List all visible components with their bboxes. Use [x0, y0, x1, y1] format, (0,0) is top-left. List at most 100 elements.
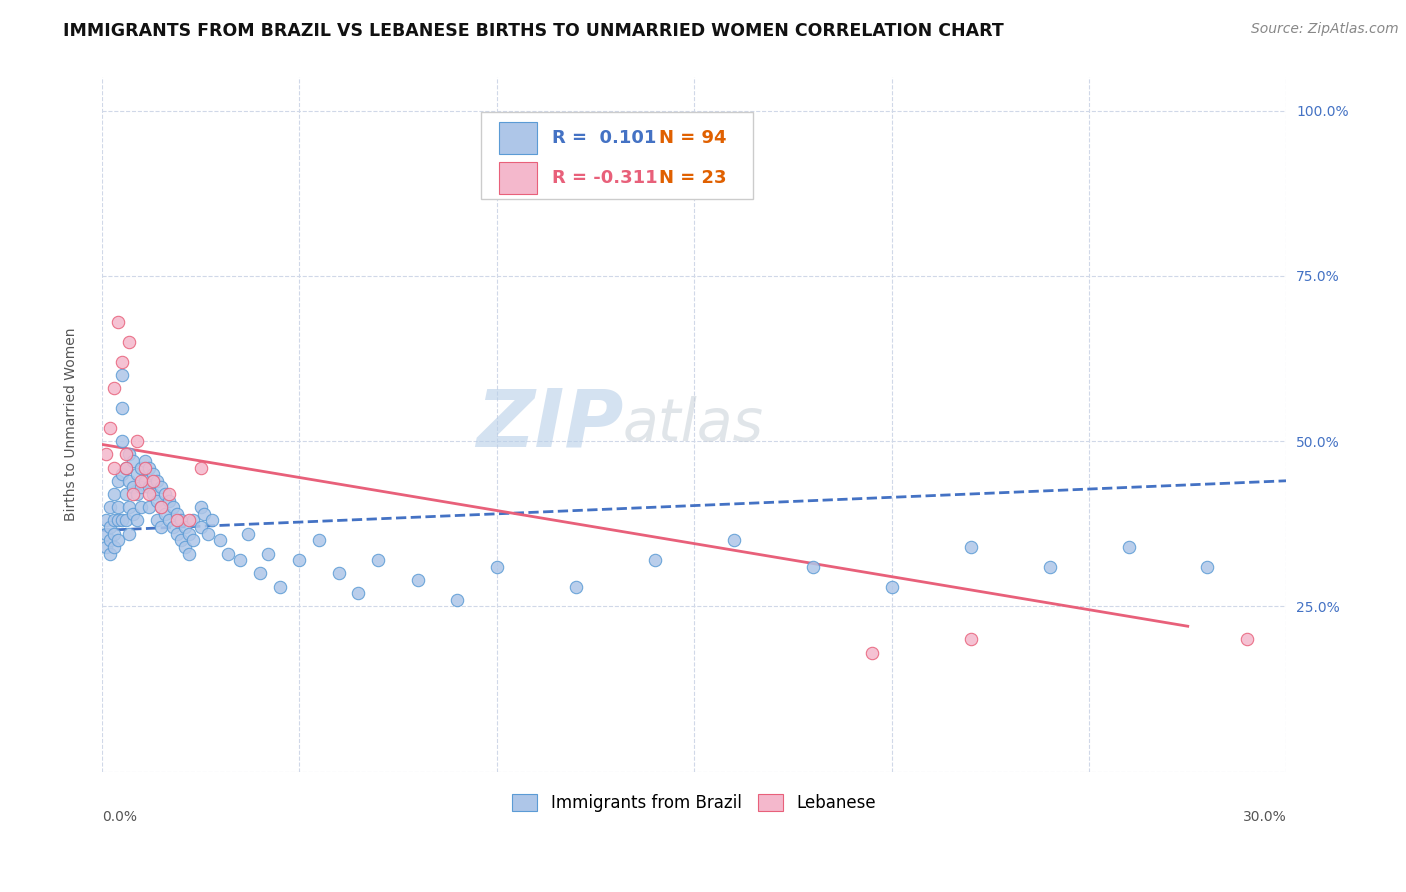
Point — [146, 474, 169, 488]
Point — [190, 520, 212, 534]
Point — [166, 526, 188, 541]
Point — [269, 580, 291, 594]
Point — [138, 500, 160, 515]
Point — [308, 533, 330, 548]
Text: atlas: atlas — [623, 396, 763, 453]
Point — [236, 526, 259, 541]
Point — [229, 553, 252, 567]
Point — [127, 513, 149, 527]
Point — [110, 355, 132, 369]
Point — [118, 474, 141, 488]
Point — [150, 500, 173, 515]
Point — [134, 454, 156, 468]
Point — [564, 580, 586, 594]
Point — [98, 421, 121, 435]
Point — [150, 480, 173, 494]
Point — [110, 401, 132, 415]
Point — [162, 500, 184, 515]
Point — [217, 547, 239, 561]
Point — [138, 480, 160, 494]
Point — [406, 573, 429, 587]
Point — [103, 381, 125, 395]
Point — [166, 513, 188, 527]
FancyBboxPatch shape — [499, 122, 537, 153]
Point — [177, 526, 200, 541]
Point — [94, 540, 117, 554]
Point — [150, 520, 173, 534]
Point — [107, 500, 129, 515]
Point — [173, 540, 195, 554]
Point — [131, 474, 153, 488]
Text: Source: ZipAtlas.com: Source: ZipAtlas.com — [1251, 22, 1399, 37]
Point — [131, 460, 153, 475]
Point — [122, 480, 145, 494]
Point — [1197, 559, 1219, 574]
Point — [860, 646, 883, 660]
Text: IMMIGRANTS FROM BRAZIL VS LEBANESE BIRTHS TO UNMARRIED WOMEN CORRELATION CHART: IMMIGRANTS FROM BRAZIL VS LEBANESE BIRTH… — [63, 22, 1004, 40]
Point — [127, 487, 149, 501]
Point — [114, 513, 136, 527]
Point — [114, 447, 136, 461]
Text: R =  0.101: R = 0.101 — [553, 128, 657, 146]
Point — [256, 547, 278, 561]
Point — [181, 513, 204, 527]
Point — [959, 632, 981, 647]
Point — [146, 513, 169, 527]
Point — [107, 533, 129, 548]
Point — [131, 480, 153, 494]
Point — [209, 533, 232, 548]
Point — [107, 513, 129, 527]
Point — [114, 460, 136, 475]
FancyBboxPatch shape — [499, 162, 537, 194]
Point — [134, 460, 156, 475]
Point — [98, 547, 121, 561]
Text: N = 23: N = 23 — [658, 169, 725, 186]
Text: R = -0.311: R = -0.311 — [553, 169, 658, 186]
Text: 0.0%: 0.0% — [101, 810, 136, 824]
Point — [723, 533, 745, 548]
Point — [122, 487, 145, 501]
Point — [110, 513, 132, 527]
Point — [103, 460, 125, 475]
Point — [880, 580, 903, 594]
Point — [177, 547, 200, 561]
Point — [142, 487, 165, 501]
Point — [107, 474, 129, 488]
Point — [485, 559, 508, 574]
Point — [103, 526, 125, 541]
Point — [446, 592, 468, 607]
Point — [94, 526, 117, 541]
Text: N = 94: N = 94 — [658, 128, 725, 146]
Point — [157, 487, 180, 501]
Point — [134, 474, 156, 488]
Point — [249, 566, 271, 581]
Point — [127, 467, 149, 482]
Point — [347, 586, 370, 600]
Point — [94, 447, 117, 461]
Point — [118, 334, 141, 349]
Point — [110, 467, 132, 482]
Point — [1118, 540, 1140, 554]
Point — [103, 487, 125, 501]
Point — [153, 507, 176, 521]
Point — [193, 507, 215, 521]
Point — [173, 520, 195, 534]
Point — [288, 553, 311, 567]
Point — [138, 487, 160, 501]
Point — [118, 526, 141, 541]
Point — [170, 533, 193, 548]
Point — [98, 500, 121, 515]
Point — [103, 513, 125, 527]
Point — [801, 559, 824, 574]
Point — [162, 520, 184, 534]
Point — [110, 368, 132, 382]
Point — [197, 526, 219, 541]
Point — [110, 434, 132, 449]
Point — [157, 493, 180, 508]
Point — [201, 513, 224, 527]
Point — [118, 447, 141, 461]
Point — [367, 553, 389, 567]
Point — [328, 566, 350, 581]
FancyBboxPatch shape — [481, 112, 754, 199]
Point — [122, 507, 145, 521]
